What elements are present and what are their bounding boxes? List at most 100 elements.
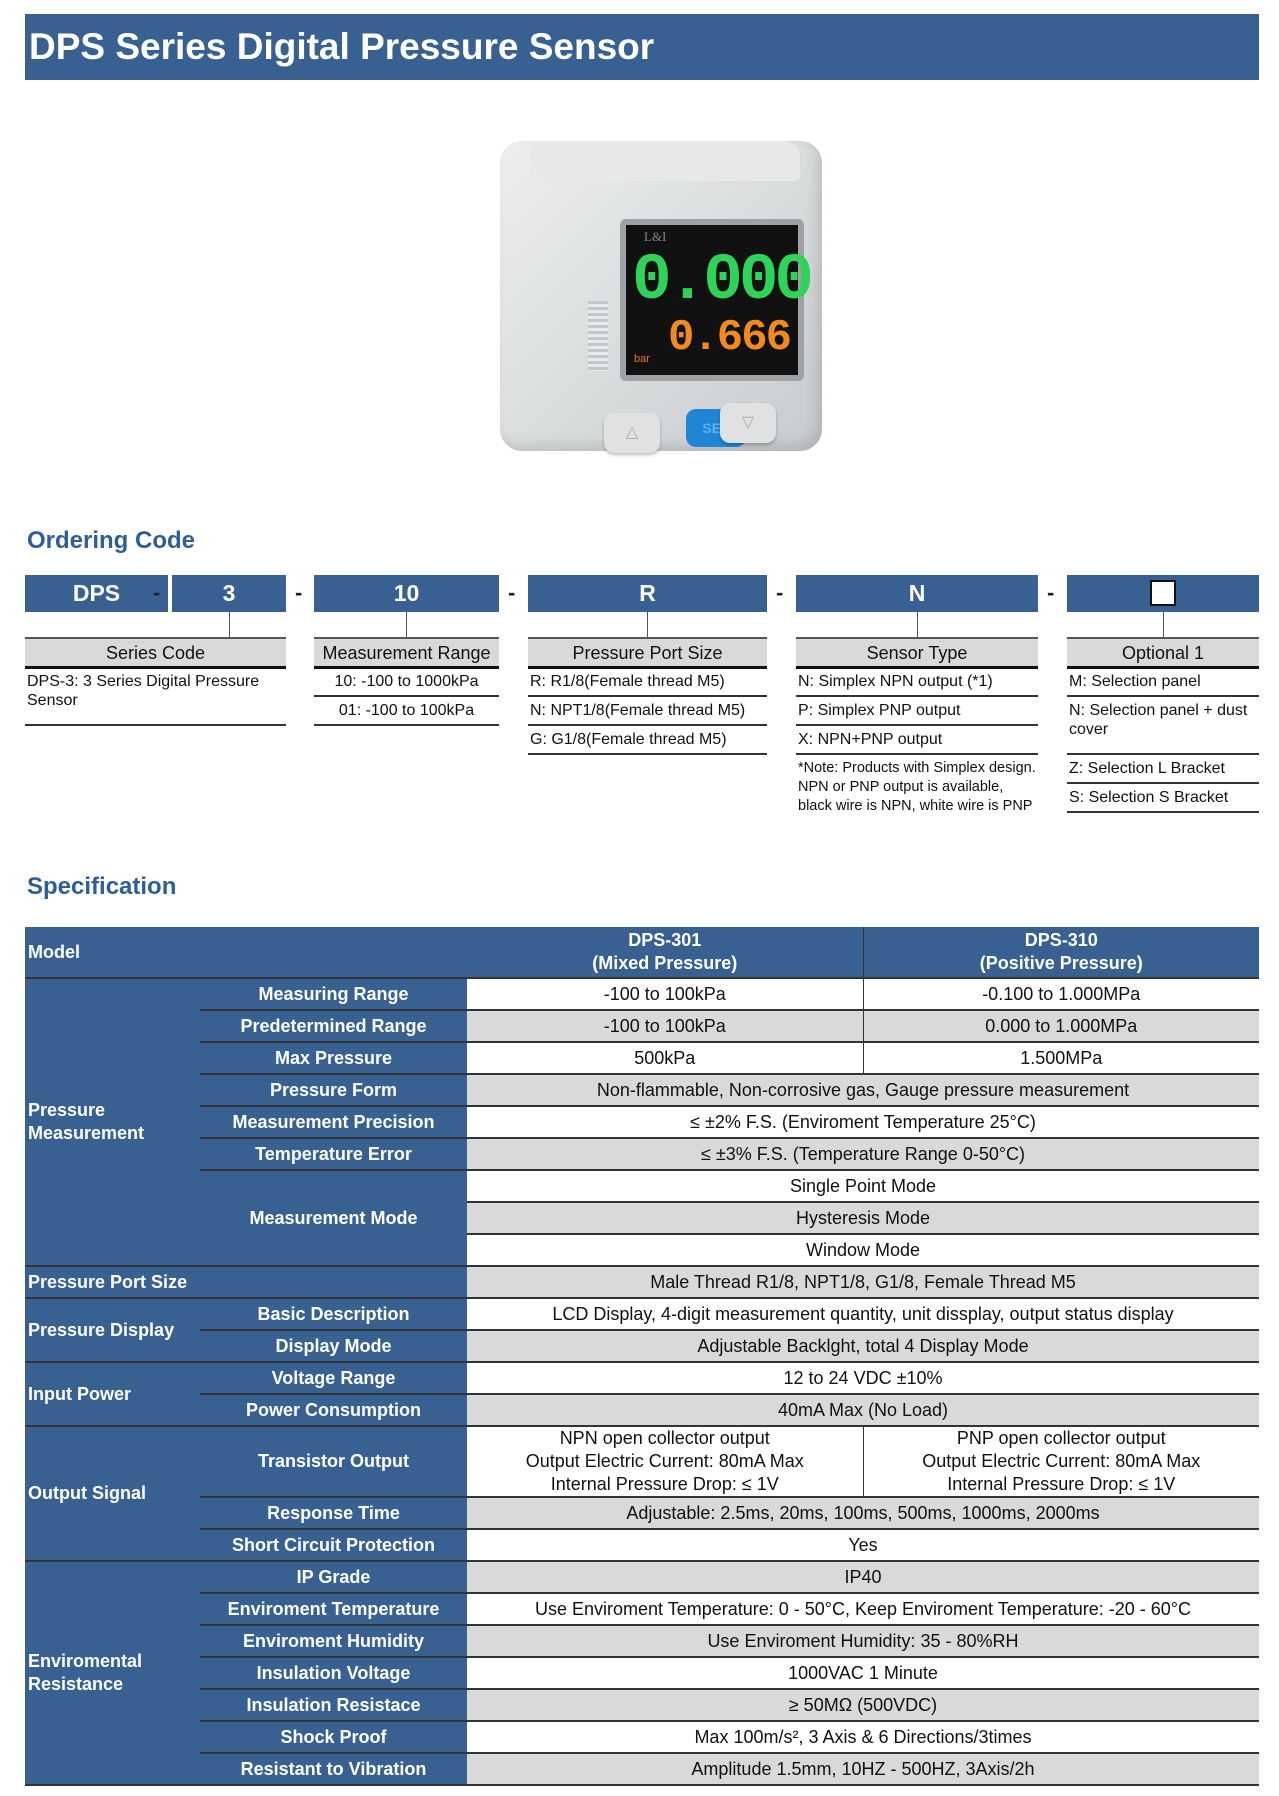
spec-value: ≤ ±2% F.S. (Enviroment Temperature 25°C) <box>467 1106 1259 1139</box>
table-row: Resistant to Vibration Amplitude 1.5mm, 1… <box>25 1753 1259 1786</box>
table-row: Pressure Measurement Measuring Range -100 … <box>25 978 1259 1267</box>
ordering-option: P: Simplex PNP output <box>796 697 1038 726</box>
group-label: Output Signal <box>25 1426 200 1562</box>
table-row: Output Signal Transistor Output NPN open c… <box>25 1426 1259 1562</box>
connector-line <box>406 612 407 637</box>
table-header-row: Model DPS-301 (Mixed Pressure) DPS-310 (Posi… <box>25 927 1259 979</box>
ordering-column-options: N: Simplex NPN output (*1) P: Simplex PNP… <box>796 668 1038 820</box>
table-row: Power Consumption 40mA Max (No Load) <box>25 1394 1259 1427</box>
spec-value-line: Internal Pressure Drop: ≤ 1V <box>947 1474 1176 1494</box>
spec-value: Male Thread R1/8, NPT1/8, G1/8, Female T… <box>467 1266 1259 1299</box>
spec-label: Response Time <box>200 1497 467 1530</box>
spec-value: -0.100 to 1.000MPa <box>863 978 1259 1011</box>
spec-value: Single Point Mode <box>467 1170 1259 1203</box>
table-row: Insulation Voltage 1000VAC 1 Minute <box>25 1657 1259 1690</box>
spec-value: 40mA Max (No Load) <box>467 1394 1259 1427</box>
spec-label: Measurement Precision <box>200 1106 467 1139</box>
table-row: Pressure Display Basic Description LCD Dis… <box>25 1298 1259 1363</box>
ordering-column-options: M: Selection panel N: Selection panel + d… <box>1067 668 1259 813</box>
spec-value: -100 to 100kPa <box>467 1010 864 1043</box>
ordering-code-heading: Ordering Code <box>27 527 196 554</box>
sensor-body: L&I 0.000 0.666 bar △ SET ▽ <box>500 141 822 453</box>
group-label: Input Power <box>25 1362 200 1427</box>
spec-value: 0.000 to 1.000MPa <box>863 1010 1259 1043</box>
spec-value: ≥ 50MΩ (500VDC) <box>467 1689 1259 1722</box>
table-row: Display Mode Adjustable Backlght, total 4… <box>25 1330 1259 1363</box>
table-row: Shock Proof Max 100m/s², 3 Axis & 6 Direc… <box>25 1721 1259 1754</box>
spec-value: 1.500MPa <box>863 1042 1259 1075</box>
code-box-5 <box>1067 575 1259 612</box>
connector-line <box>647 612 648 637</box>
table-row: Insulation Resistace ≥ 50MΩ (500VDC) <box>25 1689 1259 1722</box>
model-label: Model <box>25 927 467 979</box>
ordering-option: S: Selection S Bracket <box>1067 784 1259 813</box>
spec-value: Amplitude 1.5mm, 10HZ - 500HZ, 3Axis/2h <box>467 1753 1259 1786</box>
main-display: 0.000 <box>632 243 814 318</box>
triangle-up-icon: △ <box>604 413 660 453</box>
table-row: Short Circuit Protection Yes <box>25 1529 1259 1562</box>
spec-value-line: Output Electric Current: 80mA Max <box>525 1451 804 1471</box>
spec-label: Transistor Output <box>200 1426 467 1498</box>
specification-heading: Specification <box>27 873 177 900</box>
code-box-2: 10 <box>314 575 499 612</box>
spec-value: Hysteresis Mode <box>467 1202 1259 1235</box>
spec-value: Window Mode <box>467 1234 1259 1267</box>
table-row: Predetermined Range -100 to 100kPa 0.000 t… <box>25 1010 1259 1043</box>
spec-value: IP40 <box>467 1561 1259 1594</box>
blank-square-icon <box>1150 579 1176 606</box>
unit-label: bar <box>634 353 650 365</box>
code-separator: - <box>153 580 161 605</box>
spec-value-line: Output Electric Current: 80mA Max <box>922 1451 1201 1471</box>
ordering-option: R: R1/8(Female thread M5) <box>528 668 767 697</box>
spec-value: NPN open collector output Output Electric… <box>467 1426 864 1498</box>
triangle-down-icon: ▽ <box>720 403 776 443</box>
ordering-option: 10: -100 to 1000kPa <box>314 668 499 697</box>
sub-display: 0.666 <box>668 313 792 363</box>
table-row: Hysteresis Mode <box>25 1202 1259 1235</box>
spec-value: Adjustable Backlght, total 4 Display Mod… <box>467 1330 1259 1363</box>
ordering-option: DPS-3: 3 Series Digital Pressure Sensor <box>25 668 286 726</box>
code-value: 3 <box>222 580 236 606</box>
code-box-0: DPS <box>25 575 168 612</box>
spec-value: Use Enviroment Temperature: 0 - 50°C, Ke… <box>467 1593 1259 1626</box>
spec-value: Adjustable: 2.5ms, 20ms, 100ms, 500ms, 1… <box>467 1497 1259 1530</box>
model-header: DPS-301 (Mixed Pressure) <box>467 927 864 979</box>
ordering-option: M: Selection panel <box>1067 668 1259 697</box>
spec-label: Display Mode <box>200 1330 467 1363</box>
spec-value: PNP open collector output Output Electric… <box>863 1426 1259 1498</box>
connector-line <box>229 612 230 637</box>
code-value: 10 <box>393 580 420 606</box>
ordering-column-options: 10: -100 to 1000kPa 01: -100 to 100kPa <box>314 668 499 726</box>
ordering-column-header: Series Code <box>25 637 286 669</box>
spec-label: Enviroment Temperature <box>200 1593 467 1626</box>
spec-label: Predetermined Range <box>200 1010 467 1043</box>
specification-table: Model DPS-301 (Mixed Pressure) DPS-310 (Posi… <box>25 927 1259 1786</box>
spec-label: Insulation Voltage <box>200 1657 467 1690</box>
group-label: Pressure Display <box>25 1298 200 1363</box>
code-value: DPS <box>72 580 121 606</box>
page-title: DPS Series Digital Pressure Sensor <box>29 26 655 67</box>
table-row: Pressure Form Non-flammable, Non-corrosiv… <box>25 1074 1259 1107</box>
spec-label: Resistant to Vibration <box>200 1753 467 1786</box>
spec-label: Shock Proof <box>200 1721 467 1754</box>
table-row: Enviroment Humidity Use Enviroment Humidi… <box>25 1625 1259 1658</box>
spec-value-line: Internal Pressure Drop: ≤ 1V <box>550 1474 779 1494</box>
table-row: Max Pressure 500kPa 1.500MPa <box>25 1042 1259 1075</box>
code-separator: - <box>508 580 516 605</box>
spec-label: Pressure Form <box>200 1074 467 1107</box>
connector-line <box>1163 612 1164 637</box>
product-image: L&I 0.000 0.666 bar △ SET ▽ <box>498 129 828 459</box>
spec-value: LCD Display, 4-digit measurement quantit… <box>467 1298 1259 1331</box>
ordering-column-header: Pressure Port Size <box>528 637 767 669</box>
code-value: R <box>639 580 656 606</box>
ordering-column-options: DPS-3: 3 Series Digital Pressure Sensor <box>25 668 286 726</box>
spec-value-line: NPN open collector output <box>559 1428 770 1448</box>
vent-grill <box>588 301 608 371</box>
spec-value: Yes <box>467 1529 1259 1562</box>
table-row: Input Power Voltage Range 12 to 24 VDC ±10… <box>25 1362 1259 1427</box>
ordering-column-header: Optional 1 <box>1067 637 1259 669</box>
table-row: Window Mode <box>25 1234 1259 1267</box>
group-label: Enviromental Resistance <box>25 1561 200 1786</box>
spec-label: Basic Description <box>200 1298 467 1331</box>
spec-label: Measuring Range <box>200 978 467 1011</box>
